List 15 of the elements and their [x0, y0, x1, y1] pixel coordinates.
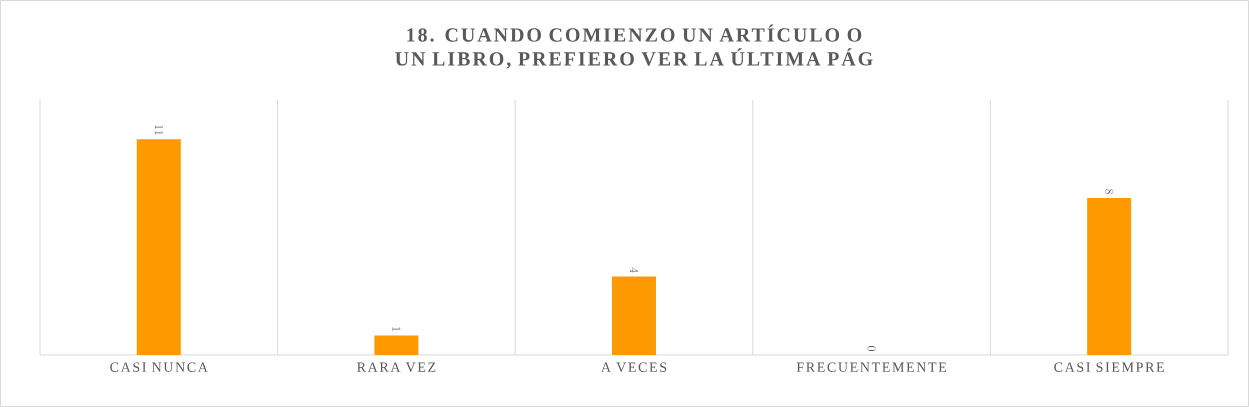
x-tick-label: A VECES — [601, 362, 667, 372]
x-tick-label: CASI NUNCA — [110, 362, 208, 372]
data-label: 1 — [392, 327, 401, 331]
data-label: 11 — [154, 125, 163, 135]
bar — [611, 276, 656, 355]
bar — [374, 335, 419, 355]
chart-title: 18. CUANDO COMIENZO UN ARTÍCULO O UN LIBRO, PREFIERO VER LA ÚLTIMA PÁG — [395, 24, 873, 69]
x-tick-label: FRECUENTEMENTE — [796, 362, 947, 372]
bar — [136, 139, 181, 355]
data-label: 0 — [867, 346, 876, 351]
x-tick-label: RARA VEZ — [357, 362, 436, 372]
bar — [1087, 198, 1132, 355]
data-label: 4 — [630, 267, 639, 273]
data-label: 8 — [1105, 189, 1114, 195]
x-tick-label: CASI SIEMPRE — [1054, 362, 1164, 372]
